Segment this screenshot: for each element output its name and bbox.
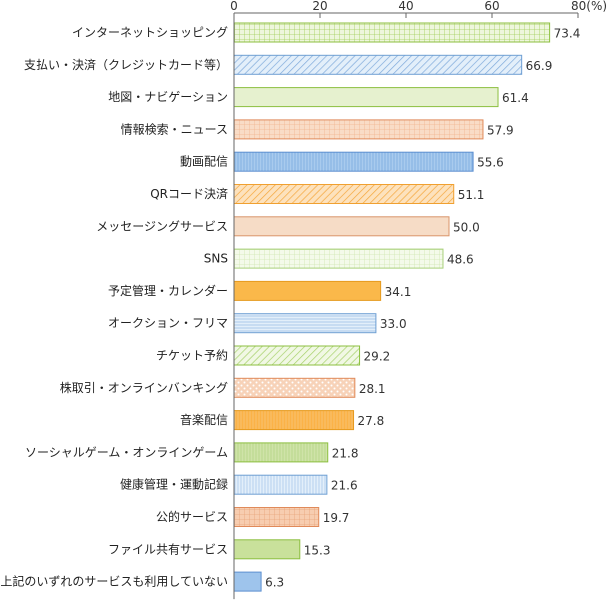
category-label: インターネットショッピング (72, 26, 228, 40)
category-label: 情報検索・ニュース (121, 122, 228, 136)
bar (233, 345, 361, 366)
value-label: 57.9 (487, 123, 514, 137)
x-tick-label: 80(%) (571, 0, 607, 13)
value-label: 66.9 (526, 59, 553, 73)
category-label: 支払い・決済（クレジットカード等） (24, 57, 228, 72)
category-label: オークション・フリマ (108, 316, 228, 330)
bar (233, 442, 329, 463)
x-tick-label: 40 (398, 0, 413, 13)
bar (233, 507, 320, 527)
value-label: 15.3 (304, 543, 331, 557)
bar (233, 22, 551, 43)
value-label: 21.6 (331, 479, 358, 493)
bar (233, 216, 450, 237)
bar (233, 280, 382, 301)
bar (233, 248, 444, 269)
bar (233, 571, 262, 592)
category-label: QRコード決済 (150, 186, 228, 201)
category-label: 音楽配信 (180, 412, 228, 427)
value-label: 33.0 (380, 317, 407, 331)
value-label: 28.1 (359, 382, 386, 396)
bar (233, 539, 301, 560)
value-label: 48.6 (447, 253, 474, 267)
value-labels: 73.4 66.9 61.4 57.9 55.6 51.1 50.0 48.6 34.1 33.0… (265, 27, 580, 590)
category-label: 株取引・オンラインバンキング (60, 380, 228, 395)
bar (233, 87, 499, 108)
value-label: 51.1 (458, 188, 485, 202)
value-label: 34.1 (385, 285, 412, 299)
x-axis: 0 20 40 60 80(%) (230, 0, 607, 18)
category-label: チケット予約 (156, 348, 228, 363)
value-label: 61.4 (502, 91, 529, 105)
bar (233, 474, 328, 495)
bar (233, 54, 523, 75)
x-tick-label: 60 (484, 0, 499, 13)
bar (233, 410, 355, 431)
category-label: ファイル共有サービス (108, 542, 228, 556)
value-label: 73.4 (554, 27, 581, 41)
category-label: 健康管理・運動記録 (120, 477, 228, 492)
value-label: 55.6 (477, 156, 504, 170)
bars-group (233, 22, 551, 592)
x-tick-label: 0 (230, 0, 238, 13)
value-label: 21.8 (332, 446, 359, 460)
bar (233, 119, 484, 140)
value-label: 50.0 (453, 220, 480, 234)
category-label: ソーシャルゲーム・オンラインゲーム (25, 445, 228, 459)
category-label: 上記のいずれのサービスも利用していない (0, 574, 228, 589)
value-label: 27.8 (358, 414, 385, 428)
x-tick-label: 20 (312, 0, 327, 13)
category-label: 地図・ナビゲーション (108, 90, 228, 104)
bar (233, 377, 356, 398)
bar (233, 313, 377, 334)
value-label: 29.2 (364, 350, 391, 364)
bar (233, 184, 455, 204)
category-label: 予定管理・カレンダー (108, 283, 228, 298)
category-label: メッセージングサービス (96, 219, 228, 233)
bar (233, 151, 474, 172)
category-label: SNS (204, 252, 228, 266)
value-label: 19.7 (323, 511, 350, 525)
value-label: 6.3 (265, 576, 284, 590)
category-label: 公的サービス (156, 509, 228, 524)
category-label: 動画配信 (180, 155, 228, 169)
